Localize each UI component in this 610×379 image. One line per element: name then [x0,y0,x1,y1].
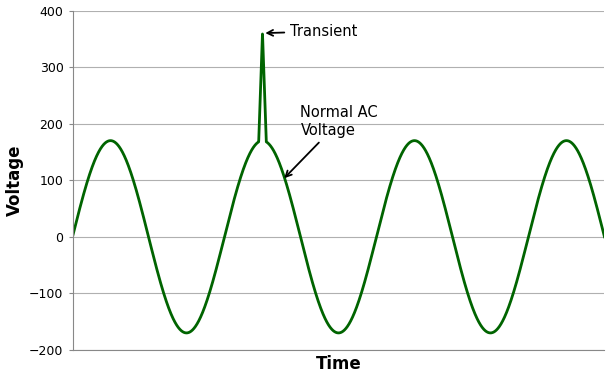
Text: Transient: Transient [267,24,357,39]
Text: Normal AC
Voltage: Normal AC Voltage [285,105,378,177]
Y-axis label: Voltage: Voltage [5,144,24,216]
X-axis label: Time: Time [315,356,361,373]
